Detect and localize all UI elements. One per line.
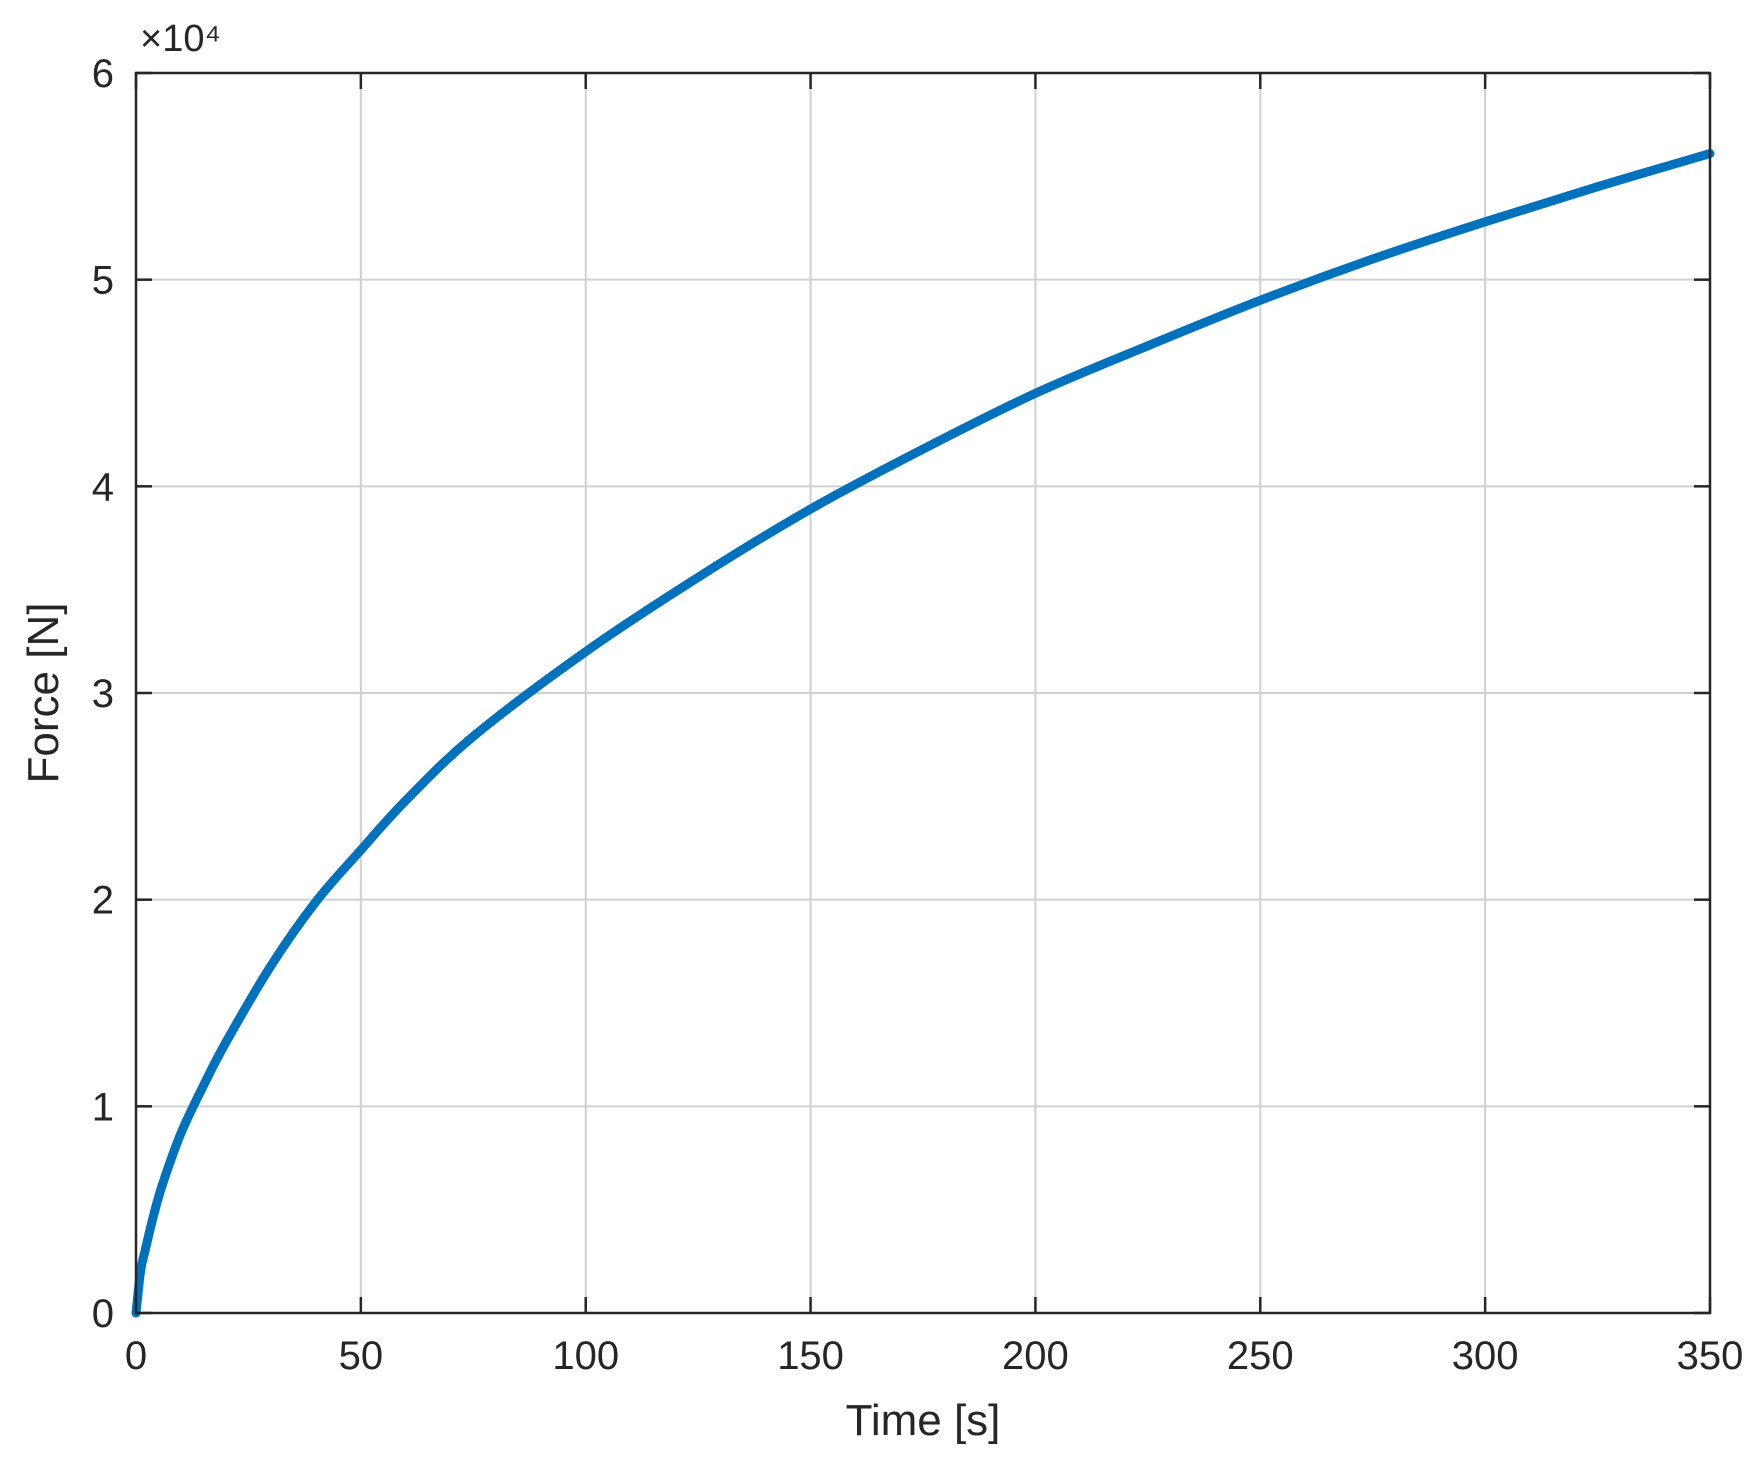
series-line [131, 149, 1715, 1318]
x-tick-label: 150 [777, 1334, 844, 1378]
y-tick-label: 5 [92, 259, 114, 303]
x-tick-label: 300 [1452, 1334, 1519, 1378]
x-tick-label: 50 [339, 1334, 384, 1378]
x-tick-label: 200 [1002, 1334, 1069, 1378]
y-axis-label: Force [N] [19, 603, 68, 784]
x-tick-label: 350 [1677, 1334, 1744, 1378]
series-group [131, 149, 1715, 1318]
x-tick-label: 250 [1227, 1334, 1294, 1378]
y-tick-label: 4 [92, 465, 114, 509]
y-tick-label: 0 [92, 1292, 114, 1336]
x-axis-label: Time [s] [846, 1396, 1001, 1445]
y-tick-label: 1 [92, 1085, 114, 1129]
ticks [134, 71, 1712, 1315]
grid [136, 73, 1710, 1313]
y-tick-label: 6 [92, 52, 114, 96]
x-tick-label: 0 [125, 1334, 147, 1378]
y-exponent-label: ×10⁴ [140, 18, 221, 60]
tick-labels: 0 50 100 150 200 250 300 350 0 1 2 3 4 5 6 [92, 52, 1744, 1378]
x-tick-label: 100 [552, 1334, 619, 1378]
y-tick-label: 2 [92, 879, 114, 923]
y-tick-label: 3 [92, 672, 114, 716]
